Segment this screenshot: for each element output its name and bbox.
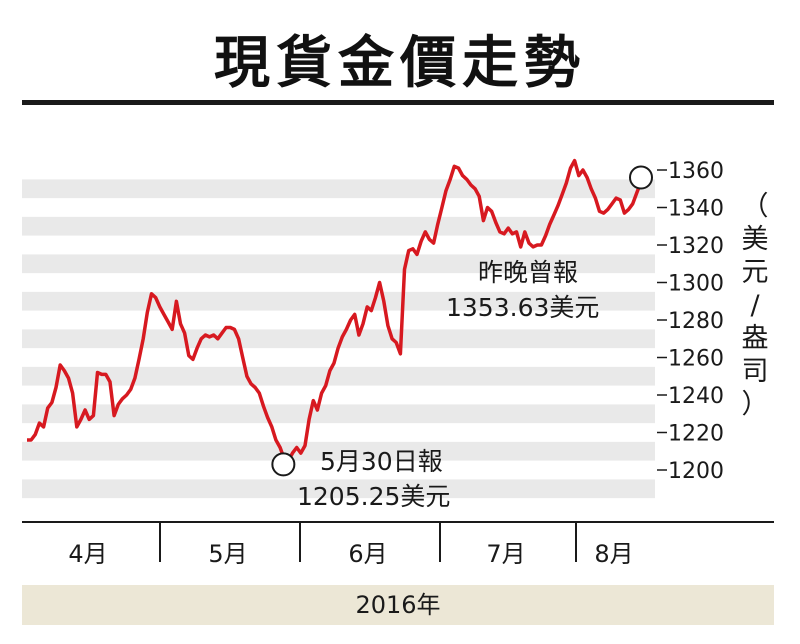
low-annotation-line1: 5月30日報	[320, 447, 443, 476]
y-tick-label: 1260	[668, 347, 724, 372]
y-axis-label-char: 美	[742, 224, 769, 255]
y-axis-label-char: （	[742, 191, 769, 222]
annotations: 5月30日報 1205.25美元 昨晚曾報 1353.63美元	[271, 165, 653, 511]
month-label: 4月	[68, 540, 107, 568]
grid-band	[22, 479, 655, 499]
month-label: 8月	[594, 540, 633, 568]
y-tick-label: 1200	[668, 459, 724, 484]
grid-band	[22, 441, 655, 461]
month-label: 6月	[348, 540, 387, 568]
month-axis: 4月 5月 6月 7月 8月	[22, 521, 774, 568]
y-axis-label-char: 元	[742, 257, 769, 288]
title-rule	[22, 100, 774, 105]
y-tick-label: 1220	[668, 422, 724, 447]
y-tick-label: 1340	[668, 197, 724, 222]
y-tick-label: 1280	[668, 309, 724, 334]
last-point-marker	[629, 165, 653, 190]
year-label: 2016年	[22, 585, 774, 625]
grid-band	[22, 254, 655, 274]
y-axis-label-char: 司	[742, 356, 769, 387]
grid-band	[22, 216, 655, 236]
price-line	[27, 158, 643, 463]
low-point-marker	[271, 452, 296, 477]
grid-band	[22, 404, 655, 424]
grid-band	[22, 291, 655, 311]
grid-bands	[22, 179, 655, 499]
grid-band	[22, 179, 655, 199]
y-tick-label: 1300	[668, 272, 724, 297]
y-axis-label: （美元/盎司）	[742, 191, 769, 420]
y-axis-label-char: ）	[742, 389, 769, 420]
month-label: 5月	[208, 540, 247, 568]
last-annotation-line1: 昨晚曾報	[478, 258, 578, 287]
y-axis-label-char: 盎	[742, 323, 769, 354]
y-tick-label: 1240	[668, 384, 724, 409]
low-annotation-line2: 1205.25美元	[297, 482, 450, 511]
grid-band	[22, 366, 655, 386]
month-label: 7月	[486, 540, 525, 568]
last-annotation-line2: 1353.63美元	[446, 293, 599, 322]
y-axis-label-char: /	[750, 290, 760, 321]
y-tick-label: 1320	[668, 234, 724, 259]
grid-band	[22, 329, 655, 349]
y-tick-label: 1360	[668, 159, 724, 184]
y-axis-ticks: 1360 1340 1320 1300 1280 1260 1240 1220 1200	[657, 159, 724, 484]
chart-title: 現貨金價走勢	[214, 30, 586, 96]
price-line-group	[27, 158, 643, 463]
